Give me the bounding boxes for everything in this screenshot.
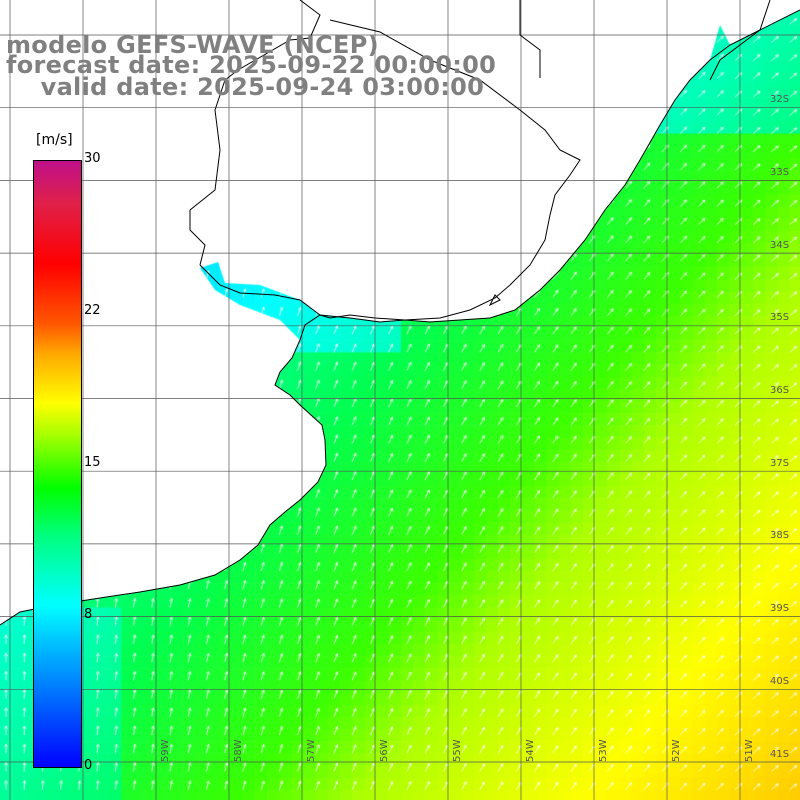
colorbar-tick-30: 30 bbox=[84, 151, 101, 166]
forecast-date: forecast date: 2025-09-22 00:00:00 bbox=[6, 51, 497, 79]
colorbar-tick-8: 8 bbox=[84, 607, 93, 622]
lon-label-52w: 52W bbox=[671, 739, 682, 762]
lat-label-33s: 33S bbox=[770, 167, 790, 178]
colorbar-tick-0: 0 bbox=[84, 758, 93, 773]
lat-label-41s: 41S bbox=[770, 749, 790, 760]
lon-label-59w: 59W bbox=[160, 739, 171, 762]
lat-label-35s: 35S bbox=[770, 312, 790, 323]
colorbar-tick-15: 15 bbox=[84, 455, 101, 470]
border-line bbox=[189, 0, 771, 321]
lat-label-34s: 34S bbox=[770, 240, 790, 251]
lon-label-51w: 51W bbox=[744, 739, 755, 762]
lat-label-38s: 38S bbox=[770, 530, 790, 541]
lat-label-40s: 40S bbox=[770, 676, 790, 687]
model-title: modelo GEFS-WAVE (NCEP) bbox=[6, 31, 379, 59]
lon-label-58w: 58W bbox=[233, 739, 244, 762]
lat-label-32s: 32S bbox=[770, 94, 790, 105]
lat-label-39s: 39S bbox=[770, 603, 790, 614]
colorbar-tick-22: 22 bbox=[84, 303, 101, 318]
colorbar bbox=[33, 160, 82, 768]
lon-label-57w: 57W bbox=[306, 739, 317, 762]
coastline bbox=[0, 9, 800, 626]
lon-label-56w: 56W bbox=[379, 739, 390, 762]
valid-date: valid date: 2025-09-24 03:00:00 bbox=[6, 73, 485, 101]
lon-label-54w: 54W bbox=[525, 739, 536, 762]
lat-label-36s: 36S bbox=[770, 385, 790, 396]
lat-label-37s: 37S bbox=[770, 458, 790, 469]
colorbar-unit: [m/s] bbox=[36, 132, 73, 148]
lon-label-53w: 53W bbox=[598, 739, 609, 762]
lon-label-55w: 55W bbox=[452, 739, 463, 762]
